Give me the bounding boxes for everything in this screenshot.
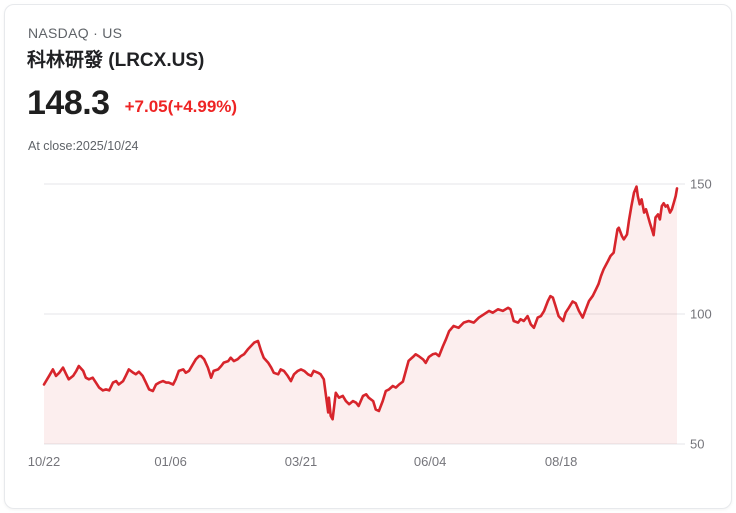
x-axis-tick-label: 03/21 (285, 454, 318, 469)
price-change: +7.05(+4.99%) (124, 97, 238, 116)
price-chart[interactable]: 150 100 50 10/22 01/06 03/21 06/04 08/18 (5, 5, 732, 509)
y-axis-tick-label: 150 (690, 177, 712, 192)
stock-quote-card: NASDAQ · US 科林研發 (LRCX.US) 148.3 +7.05(+… (4, 4, 732, 509)
x-axis-tick-label: 10/22 (28, 454, 61, 469)
exchange-market-label: NASDAQ · US (28, 25, 123, 41)
x-axis-tick-label: 08/18 (545, 454, 578, 469)
y-axis-tick-label: 100 (690, 307, 712, 322)
price-area-fill (44, 186, 677, 444)
price-row: 148.3 +7.05(+4.99%) (27, 84, 237, 123)
stock-title: 科林研發 (LRCX.US) (27, 50, 205, 71)
price-chart-svg[interactable]: 150 100 50 10/22 01/06 03/21 06/04 08/18 (5, 5, 732, 509)
x-axis-tick-label: 06/04 (414, 454, 447, 469)
x-axis-tick-label: 01/06 (154, 454, 187, 469)
y-axis-tick-label: 50 (690, 437, 704, 452)
price-line (42, 185, 679, 421)
last-price: 148.3 (27, 84, 110, 122)
close-timestamp: At close:2025/10/24 (28, 139, 139, 153)
